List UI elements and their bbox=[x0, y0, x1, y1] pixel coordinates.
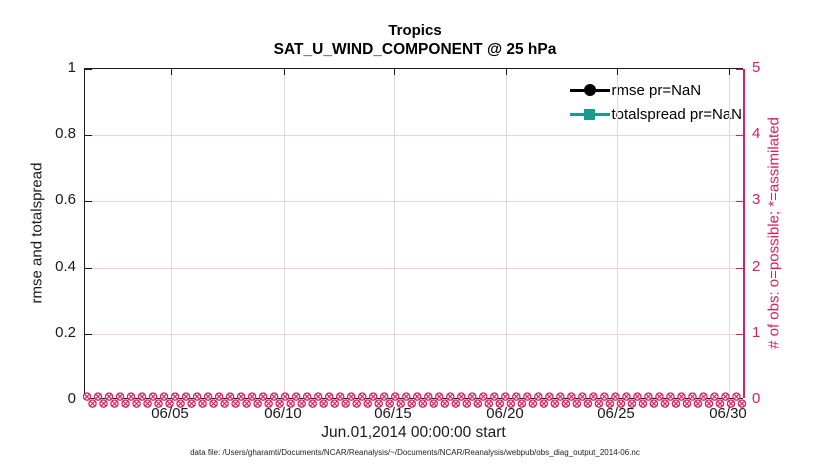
left-tick-label: 0.6 bbox=[55, 191, 76, 208]
x-tick-label: 06/15 bbox=[374, 405, 412, 422]
obs-count-marker-band bbox=[83, 392, 747, 408]
x-tick-mark bbox=[284, 69, 285, 75]
right-tick-mark bbox=[736, 69, 743, 70]
legend-label-rmse: rmse pr=NaN bbox=[611, 81, 702, 99]
plot-area: rmse pr=NaN totalspread pr=NaN bbox=[83, 68, 747, 408]
y-gridline bbox=[85, 135, 743, 136]
right-tick-mark bbox=[736, 268, 743, 269]
left-tick-mark bbox=[85, 201, 92, 202]
left-tick-label: 0.8 bbox=[55, 125, 76, 142]
y-gridline bbox=[85, 268, 743, 269]
totalspread-square-marker-icon bbox=[584, 108, 595, 120]
x-tick-mark bbox=[171, 69, 172, 75]
x-gridline bbox=[171, 69, 172, 398]
left-tick-mark bbox=[85, 334, 92, 335]
x-tick-mark bbox=[617, 69, 618, 75]
data-file-note: data file: /Users/gharamti/Documents/NCA… bbox=[190, 448, 640, 457]
left-tick-label: 0 bbox=[67, 390, 76, 407]
left-tick-mark bbox=[85, 69, 92, 70]
totalspread-line-sample bbox=[569, 108, 610, 120]
rmse-circle-marker-icon bbox=[583, 84, 596, 96]
x-axis-title: Jun.01,2014 00:00:00 start bbox=[321, 424, 506, 441]
x-tick-label: 06/30 bbox=[709, 405, 747, 422]
legend: rmse pr=NaN totalspread pr=NaN bbox=[569, 78, 743, 126]
x-tick-label: 06/25 bbox=[597, 405, 635, 422]
x-gridline bbox=[617, 69, 618, 398]
left-tick-mark bbox=[85, 135, 92, 136]
x-gridline bbox=[284, 69, 285, 398]
plot-title: Tropics bbox=[388, 22, 442, 39]
right-tick-label: 3 bbox=[752, 191, 761, 208]
right-axis-line bbox=[743, 69, 745, 398]
rmse-line-sample bbox=[569, 84, 610, 96]
x-tick-mark bbox=[506, 69, 507, 75]
legend-item-totalspread: totalspread pr=NaN bbox=[569, 102, 743, 126]
legend-item-rmse: rmse pr=NaN bbox=[569, 78, 743, 102]
x-gridline bbox=[506, 69, 507, 398]
y-gridline bbox=[85, 201, 743, 202]
right-tick-label: 2 bbox=[752, 258, 761, 275]
x-gridline bbox=[394, 69, 395, 398]
left-axis-title: rmse and totalspread bbox=[28, 162, 46, 304]
right-tick-label: 4 bbox=[752, 125, 761, 142]
y-gridline bbox=[85, 334, 743, 335]
left-tick-mark bbox=[85, 268, 92, 269]
x-gridline bbox=[729, 69, 730, 398]
x-tick-label: 06/10 bbox=[264, 405, 302, 422]
right-tick-mark bbox=[736, 135, 743, 136]
legend-label-totalspread: totalspread pr=NaN bbox=[611, 105, 743, 123]
left-tick-label: 0.4 bbox=[55, 258, 76, 275]
x-tick-mark bbox=[394, 69, 395, 75]
right-tick-label: 1 bbox=[752, 324, 761, 341]
plot-subtitle: SAT_U_WIND_COMPONENT @ 25 hPa bbox=[273, 41, 557, 58]
right-tick-label: 0 bbox=[752, 390, 761, 407]
x-tick-label: 06/05 bbox=[151, 405, 189, 422]
x-tick-label: 06/20 bbox=[486, 405, 524, 422]
right-axis-title: # of obs: o=possible; *=assimilated bbox=[765, 117, 783, 349]
right-tick-mark bbox=[736, 201, 743, 202]
left-tick-label: 1 bbox=[67, 59, 76, 76]
right-tick-label: 5 bbox=[752, 59, 761, 76]
x-tick-mark bbox=[729, 69, 730, 75]
left-tick-label: 0.2 bbox=[55, 324, 76, 341]
right-tick-mark bbox=[736, 334, 743, 335]
